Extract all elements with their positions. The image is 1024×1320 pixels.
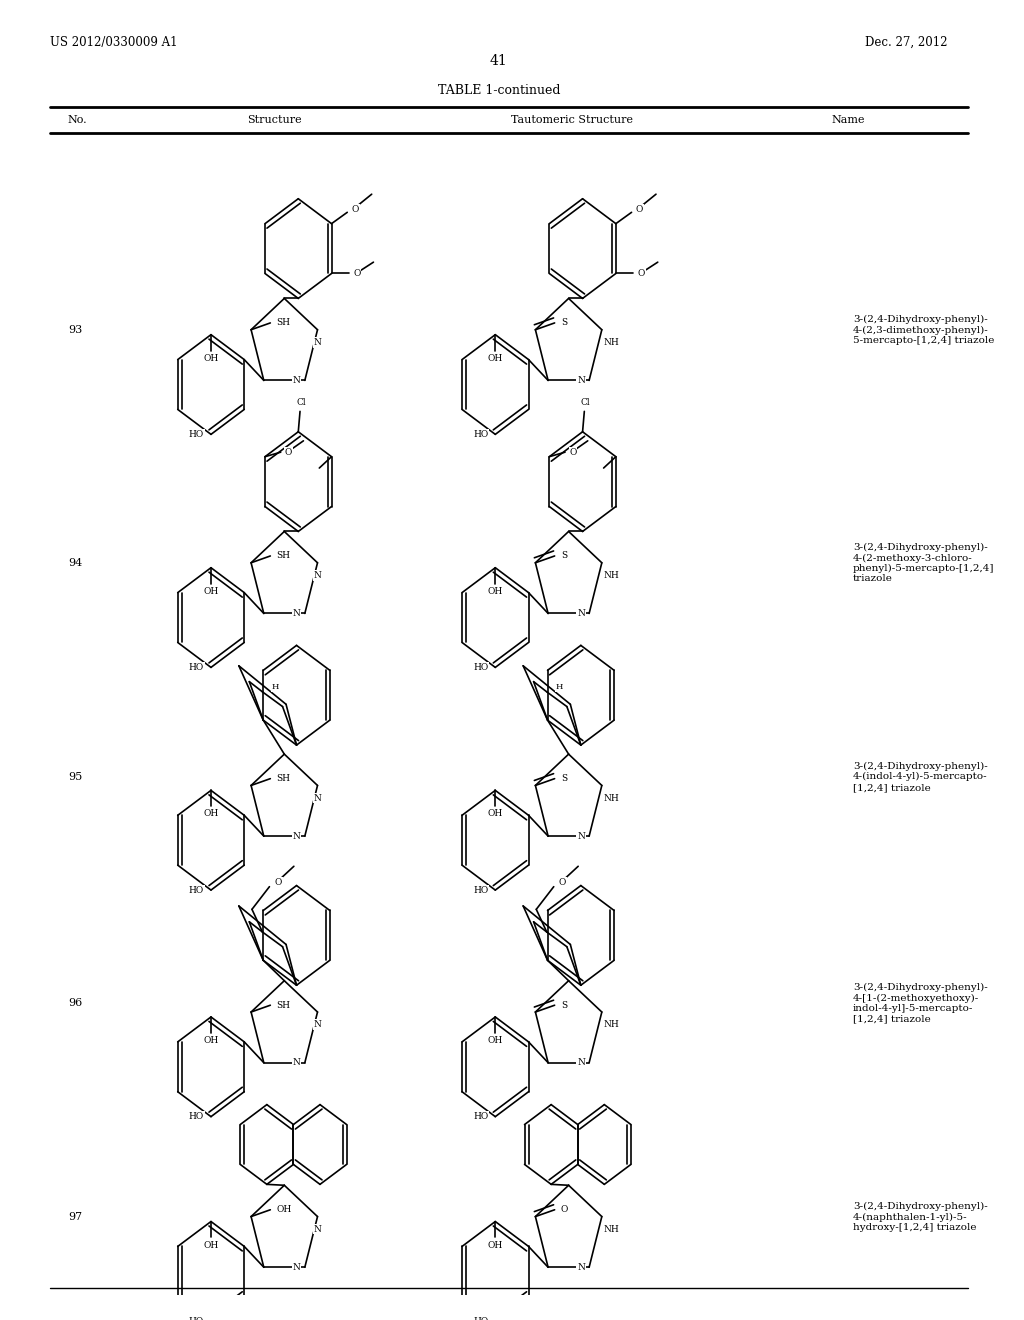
Text: OH: OH [487, 809, 503, 818]
Text: HO: HO [188, 1113, 204, 1121]
Text: O: O [569, 447, 577, 457]
Text: O: O [559, 878, 566, 887]
Text: S: S [561, 774, 567, 783]
Text: NH: NH [603, 1020, 620, 1030]
Text: NH: NH [603, 572, 620, 579]
Text: HO: HO [188, 886, 204, 895]
Text: 3-(2,4-Dihydroxy-phenyl)-
4-(indol-4-yl)-5-mercapto-
[1,2,4] triazole: 3-(2,4-Dihydroxy-phenyl)- 4-(indol-4-yl)… [853, 762, 988, 792]
Text: HO: HO [473, 430, 488, 438]
Text: 97: 97 [68, 1212, 82, 1222]
Text: N: N [578, 832, 585, 841]
Text: N: N [313, 572, 322, 579]
Text: N: N [293, 609, 301, 618]
Text: Dec. 27, 2012: Dec. 27, 2012 [865, 36, 947, 49]
Text: OH: OH [487, 354, 503, 363]
Text: 93: 93 [68, 325, 82, 335]
Text: 96: 96 [68, 998, 82, 1008]
Text: HO: HO [188, 430, 204, 438]
Text: O: O [561, 1205, 568, 1214]
Text: O: O [353, 269, 360, 279]
Text: SH: SH [276, 1001, 291, 1010]
Text: OH: OH [487, 587, 503, 595]
Text: 3-(2,4-Dihydroxy-phenyl)-
4-(2,3-dimethoxy-phenyl)-
5-mercapto-[1,2,4] triazole: 3-(2,4-Dihydroxy-phenyl)- 4-(2,3-dimetho… [853, 315, 994, 345]
Text: NH: NH [603, 793, 620, 803]
Text: H: H [271, 684, 279, 692]
Text: SH: SH [276, 552, 291, 561]
Text: N: N [578, 609, 585, 618]
Text: Cl: Cl [296, 397, 306, 407]
Text: O: O [638, 269, 645, 279]
Text: 3-(2,4-Dihydroxy-phenyl)-
4-(2-methoxy-3-chloro-
phenyl)-5-mercapto-[1,2,4]
tria: 3-(2,4-Dihydroxy-phenyl)- 4-(2-methoxy-3… [853, 543, 994, 583]
Text: N: N [313, 338, 322, 347]
Text: 3-(2,4-Dihydroxy-phenyl)-
4-[1-(2-methoxyethoxy)-
indol-4-yl]-5-mercapto-
[1,2,4: 3-(2,4-Dihydroxy-phenyl)- 4-[1-(2-methox… [853, 983, 988, 1023]
Text: 95: 95 [68, 772, 82, 781]
Text: 94: 94 [68, 558, 82, 568]
Text: Name: Name [831, 115, 864, 125]
Text: N: N [313, 793, 322, 803]
Text: N: N [293, 376, 301, 385]
Text: No.: No. [68, 115, 87, 125]
Text: HO: HO [188, 1317, 204, 1320]
Text: HO: HO [188, 663, 204, 672]
Text: SH: SH [276, 774, 291, 783]
Text: NH: NH [603, 1225, 620, 1234]
Text: OH: OH [487, 1036, 503, 1045]
Text: HO: HO [473, 886, 488, 895]
Text: OH: OH [487, 1241, 503, 1250]
Text: OH: OH [204, 1241, 218, 1250]
Text: HO: HO [473, 663, 488, 672]
Text: TABLE 1-continued: TABLE 1-continued [437, 84, 560, 98]
Text: O: O [351, 205, 358, 214]
Text: S: S [561, 552, 567, 561]
Text: N: N [293, 1263, 301, 1271]
Text: Tautomeric Structure: Tautomeric Structure [511, 115, 633, 125]
Text: HO: HO [473, 1113, 488, 1121]
Text: OH: OH [204, 354, 218, 363]
Text: OH: OH [204, 587, 218, 595]
Text: 41: 41 [489, 54, 508, 67]
Text: N: N [313, 1020, 322, 1030]
Text: O: O [636, 205, 643, 214]
Text: HO: HO [473, 1317, 488, 1320]
Text: NH: NH [603, 338, 620, 347]
Text: N: N [313, 1225, 322, 1234]
Text: OH: OH [204, 1036, 218, 1045]
Text: S: S [561, 318, 567, 327]
Text: N: N [578, 1059, 585, 1067]
Text: Cl: Cl [581, 397, 590, 407]
Text: 3-(2,4-Dihydroxy-phenyl)-
4-(naphthalen-1-yl)-5-
hydroxy-[1,2,4] triazole: 3-(2,4-Dihydroxy-phenyl)- 4-(naphthalen-… [853, 1203, 988, 1232]
Text: N: N [578, 1263, 585, 1271]
Text: H: H [555, 684, 563, 692]
Text: Structure: Structure [247, 115, 302, 125]
Text: OH: OH [276, 1205, 292, 1214]
Text: O: O [285, 447, 292, 457]
Text: O: O [274, 878, 282, 887]
Text: SH: SH [276, 318, 291, 327]
Text: N: N [293, 1059, 301, 1067]
Text: N: N [578, 376, 585, 385]
Text: S: S [561, 1001, 567, 1010]
Text: N: N [293, 832, 301, 841]
Text: OH: OH [204, 809, 218, 818]
Text: US 2012/0330009 A1: US 2012/0330009 A1 [50, 36, 177, 49]
